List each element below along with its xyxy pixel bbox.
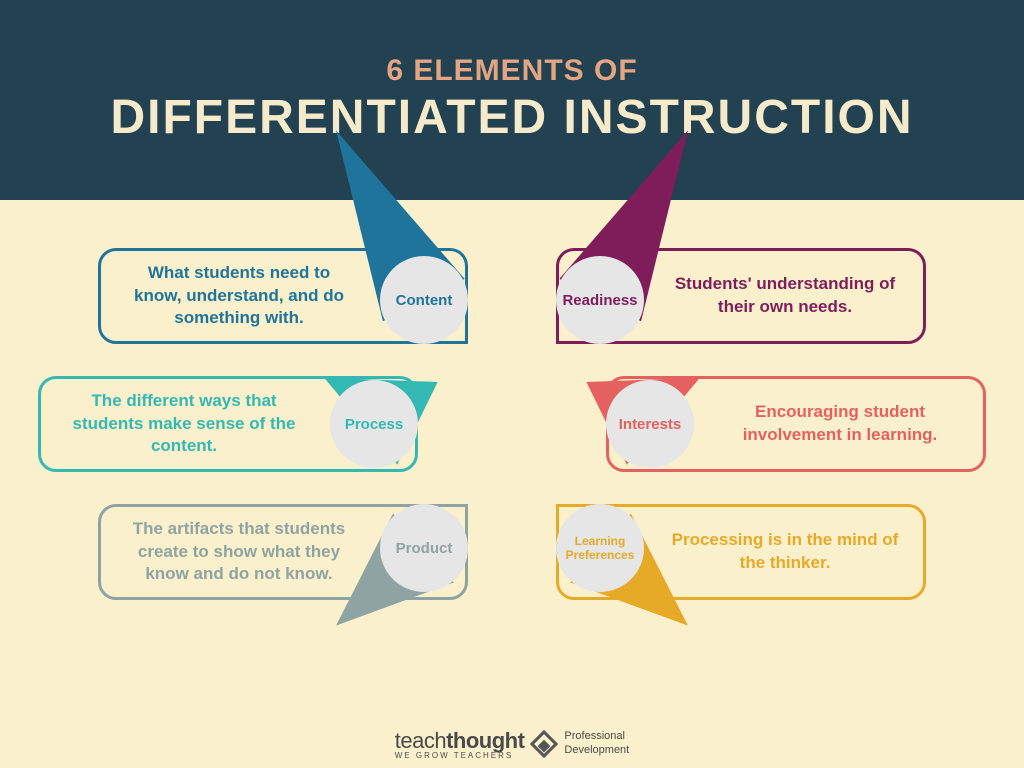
diagram-area: teachthought WE GROW TEACHERS Profession… bbox=[0, 200, 1024, 768]
brand-word-2: thought bbox=[446, 728, 524, 753]
learning-preferences-label: Learning Preferences bbox=[555, 503, 645, 593]
brand-word-1: teach bbox=[395, 728, 446, 753]
header: 6 ELEMENTS OF DIFFERENTIATED INSTRUCTION bbox=[0, 0, 1024, 200]
readiness-description: Students' understanding of their own nee… bbox=[669, 273, 901, 319]
header-title: DIFFERENTIATED INSTRUCTION bbox=[110, 90, 913, 145]
brand-tagline: WE GROW TEACHERS bbox=[395, 751, 514, 760]
process-label: Process bbox=[329, 379, 419, 469]
footer: teachthought WE GROW TEACHERS Profession… bbox=[0, 728, 1024, 760]
content-label: Content bbox=[379, 255, 469, 345]
product-label: Product bbox=[379, 503, 469, 593]
header-eyebrow: 6 ELEMENTS OF bbox=[386, 54, 637, 88]
diamond-icon bbox=[530, 730, 558, 758]
content-description: What students need to know, understand, … bbox=[123, 262, 355, 331]
interests-description: Encouraging student involvement in learn… bbox=[719, 401, 961, 447]
product-description: The artifacts that students create to sh… bbox=[123, 518, 355, 587]
interests-label: Interests bbox=[605, 379, 695, 469]
brand-logo: teachthought WE GROW TEACHERS bbox=[395, 728, 525, 760]
brand-right: Professional Development bbox=[564, 730, 629, 758]
learning-preferences-description: Processing is in the mind of the thinker… bbox=[669, 529, 901, 575]
readiness-label: Readiness bbox=[555, 255, 645, 345]
process-description: The different ways that students make se… bbox=[63, 390, 305, 459]
